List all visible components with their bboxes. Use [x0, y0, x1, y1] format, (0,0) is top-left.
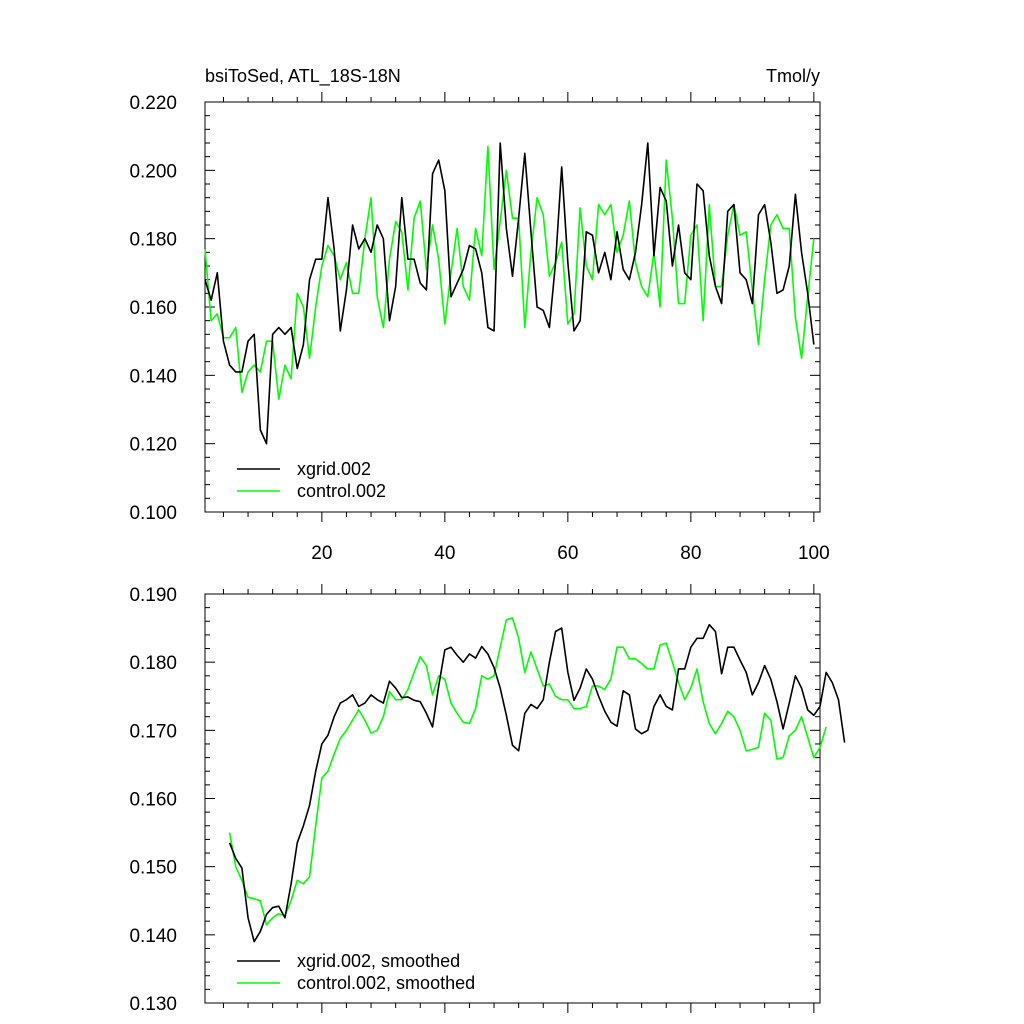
x-tick-label: 60 [557, 543, 578, 564]
y-tick-label: 0.170 [129, 721, 177, 742]
x-tick-label: 40 [434, 543, 455, 564]
bottom-panel: 0.130 0.140 0.150 0.160 0.170 0.180 0.190 xgrid… [129, 584, 846, 1015]
y-tick-label: 0.140 [129, 366, 177, 387]
y-tick-label: 0.140 [129, 926, 177, 947]
x-tick-label: 80 [680, 543, 701, 564]
y-tick-label: 0.130 [129, 994, 177, 1015]
y-tick-label: 0.150 [129, 858, 177, 879]
legend-label-1: control.002, smoothed [297, 973, 475, 993]
x-tick-label: 100 [798, 543, 830, 564]
x-tick-label: 20 [311, 543, 332, 564]
y-tick-label: 0.160 [129, 790, 177, 811]
series-line-0 [204, 142, 815, 445]
y-tick-label: 0.100 [129, 503, 177, 524]
y-tick-label: 0.200 [129, 161, 177, 182]
y-tick-label: 0.180 [129, 230, 177, 251]
top-panel: 0.100 0.120 0.140 0.160 0.180 0.200 0.220 20 40 6… [129, 92, 830, 564]
series-line-0 [228, 623, 846, 943]
legend-label-0: xgrid.002 [297, 459, 371, 479]
top-panel-title: bsiToSed, ATL_18S-18N [205, 66, 401, 87]
series-line-1 [228, 617, 827, 926]
y-tick-label: 0.220 [129, 93, 177, 114]
y-tick-label: 0.180 [129, 653, 177, 674]
top-panel-units: Tmol/y [766, 66, 820, 86]
y-tick-label: 0.190 [129, 585, 177, 606]
series-line-1 [204, 145, 815, 401]
y-tick-label: 0.160 [129, 298, 177, 319]
legend-label-0: xgrid.002, smoothed [297, 951, 460, 971]
y-tick-label: 0.120 [129, 435, 177, 456]
legend-label-1: control.002 [297, 481, 386, 501]
